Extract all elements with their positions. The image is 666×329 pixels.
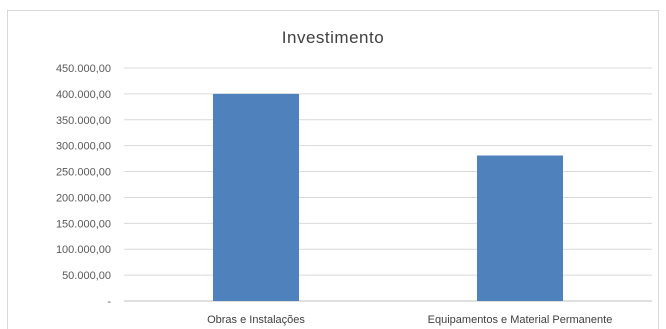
y-tick-label: 50.000,00 xyxy=(62,270,111,282)
y-tick-label: 100.000,00 xyxy=(56,244,111,256)
y-tick-label: 400.000,00 xyxy=(56,89,111,101)
x-category-label: Obras e Instalações xyxy=(207,314,305,326)
y-tick-label: - xyxy=(107,296,111,308)
bar[interactable] xyxy=(213,93,299,301)
bar[interactable] xyxy=(477,155,563,301)
y-tick-label: 300.000,00 xyxy=(56,141,111,153)
y-tick-label: 450.000,00 xyxy=(56,63,111,75)
x-category-label: Equipamentos e Material Permanente xyxy=(428,314,613,326)
y-tick-label: 350.000,00 xyxy=(56,115,111,127)
chart-title: Investimento xyxy=(281,28,385,47)
y-tick-label: 150.000,00 xyxy=(56,218,111,230)
y-tick-label: 200.000,00 xyxy=(56,192,111,204)
y-tick-label: 250.000,00 xyxy=(56,167,111,179)
